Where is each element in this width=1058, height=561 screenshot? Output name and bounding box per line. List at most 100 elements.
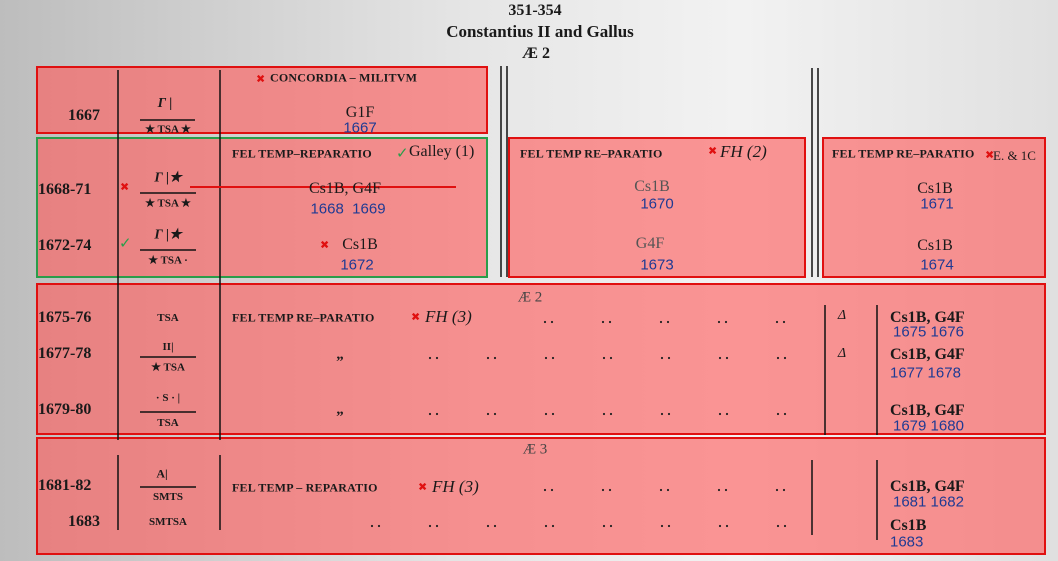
leader-dot <box>659 488 663 492</box>
leader-dot <box>493 524 497 528</box>
leader-dot <box>725 524 729 528</box>
catalogue-number: 1668-71 <box>38 181 92 198</box>
cross-mark: ✖ <box>120 180 130 194</box>
type: E. & 1C <box>993 148 1036 163</box>
leader-dot <box>493 412 497 416</box>
leader-dot <box>776 356 780 360</box>
type: FH (3) <box>432 477 479 496</box>
leader-dot <box>543 488 547 492</box>
catalogue-number: 1677-78 <box>38 345 92 362</box>
mintmark-bottom: ★ TSA · <box>148 254 188 267</box>
leader-dot <box>602 412 606 416</box>
legend: FEL TEMP RE–PARATIO <box>832 146 975 161</box>
leader-dot <box>543 320 547 324</box>
leader-dot <box>718 356 722 360</box>
leader-dot <box>667 356 671 360</box>
leader-dot <box>666 320 670 324</box>
type: Galley (1) <box>409 143 475 160</box>
leader-dot <box>550 488 554 492</box>
mintmark-top: A| <box>156 466 168 481</box>
leader-dot <box>667 524 671 528</box>
cross-mark: ✖ <box>320 238 330 252</box>
annotation: 1670 <box>640 195 674 213</box>
highlight-box <box>36 66 488 134</box>
leader-dot <box>550 320 554 324</box>
leader-dot <box>435 412 439 416</box>
mintmark-top: · S · | <box>155 392 181 404</box>
leader-dot <box>601 488 605 492</box>
leader-dot <box>775 488 779 492</box>
legend: FEL TEMP – REPARATIO <box>232 480 378 495</box>
types: Cs1B <box>917 180 953 197</box>
leader-dot <box>609 524 613 528</box>
leader-dot <box>718 412 722 416</box>
leader-dot <box>667 412 671 416</box>
annotation: 1672 <box>340 256 374 274</box>
leader-dot <box>486 356 490 360</box>
leader-dot <box>717 320 721 324</box>
leader-dot <box>608 320 612 324</box>
leader-dot <box>725 412 729 416</box>
leader-dot <box>775 320 779 324</box>
types: Cs1B, G4F <box>890 402 965 419</box>
leader-dot <box>435 356 439 360</box>
leader-dot <box>659 320 663 324</box>
leader-dot <box>486 524 490 528</box>
mintmark: TSA <box>157 312 179 324</box>
leader-dot <box>428 356 432 360</box>
leader-dot <box>783 524 787 528</box>
leader-dot <box>717 488 721 492</box>
check-mark: ✓ <box>396 144 409 162</box>
leader-dot <box>776 412 780 416</box>
leader-dot <box>782 320 786 324</box>
annotation: 1677 1678 <box>890 364 961 382</box>
leader-dot <box>544 356 548 360</box>
page-title: Constantius II and Gallus <box>446 22 634 41</box>
annotation: 1673 <box>640 256 674 274</box>
mintmark-top: Γ |★ <box>154 170 182 186</box>
leader-dot <box>660 356 664 360</box>
leader-dot <box>602 356 606 360</box>
leader-dot <box>428 524 432 528</box>
leader-dot <box>718 524 722 528</box>
types: G4F <box>635 235 665 252</box>
leader-dot <box>783 412 787 416</box>
leader-dot <box>486 412 490 416</box>
types: Cs1B <box>634 178 670 195</box>
leader-dot <box>544 412 548 416</box>
metal: Æ 2 <box>522 45 550 62</box>
mintmark-bottom: ★ TSA ★ <box>145 197 191 210</box>
mintmark-bottom: ★ TSA <box>151 361 185 374</box>
mintmark-top: Γ |★ <box>154 227 182 243</box>
type: FH (3) <box>425 307 472 326</box>
highlight-box <box>822 137 1046 278</box>
leader-dot <box>602 524 606 528</box>
leader-dot <box>724 488 728 492</box>
page-range: 351-354 <box>508 2 562 19</box>
leader-dot <box>776 524 780 528</box>
mintmark: SMTSA <box>149 516 187 528</box>
types: Cs1B <box>917 237 953 254</box>
types: Cs1B, G4F <box>890 346 965 363</box>
leader-dot <box>725 356 729 360</box>
leader-dot <box>608 488 612 492</box>
types: Cs1B <box>342 236 378 253</box>
officina: Δ <box>837 346 847 361</box>
type: G1F <box>345 104 375 121</box>
cross-mark: ✖ <box>708 144 718 158</box>
mintmark-bottom: TSA <box>157 417 179 429</box>
leader-dot <box>609 356 613 360</box>
legend: CONCORDIA – MILITVM <box>270 70 418 85</box>
section-heading: Æ 2 <box>517 289 543 306</box>
leader-dot <box>660 412 664 416</box>
leader-dot <box>493 356 497 360</box>
cross-mark: ✖ <box>418 480 428 494</box>
leader-dot <box>377 524 381 528</box>
annotation: 1671 <box>920 195 954 213</box>
leader-dot <box>435 524 439 528</box>
annotation: 1668 1669 <box>310 200 386 218</box>
cross-mark: ✖ <box>411 310 421 324</box>
highlight-box <box>36 137 488 278</box>
leader-dot <box>551 356 555 360</box>
